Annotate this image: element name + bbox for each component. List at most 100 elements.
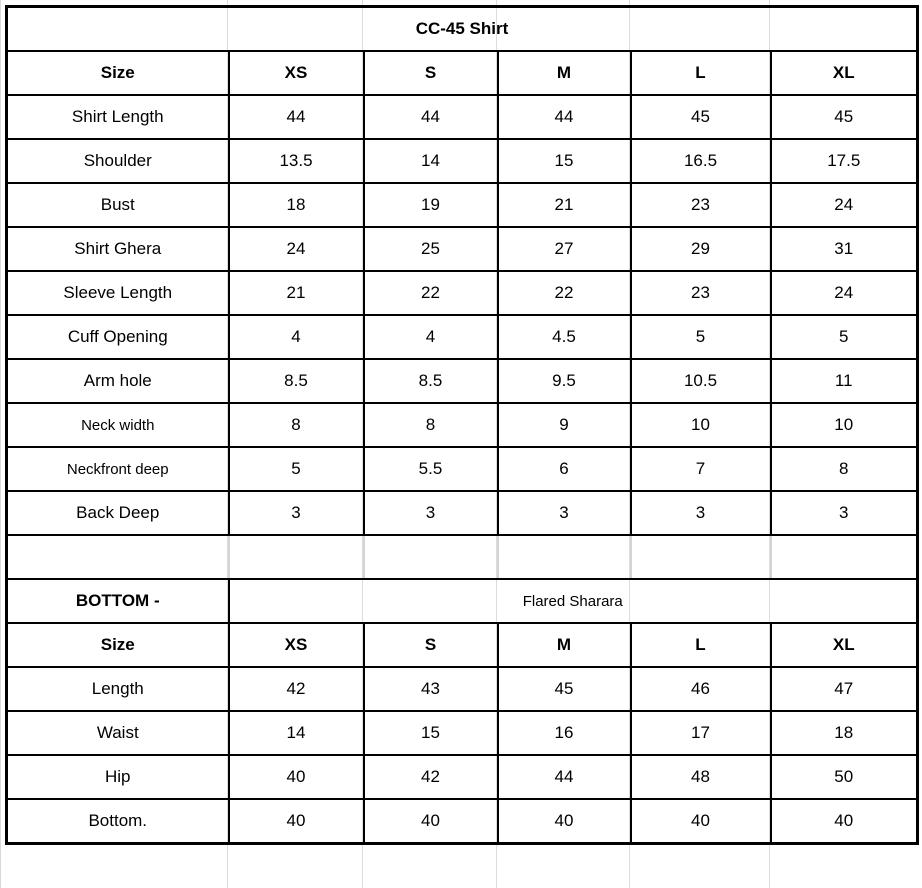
- measurement-value: 21: [227, 270, 365, 316]
- table-row: Sleeve Length 21 22 22 23 24: [5, 270, 919, 316]
- measurement-value: 10: [769, 402, 919, 448]
- measurement-value: 19: [362, 182, 499, 228]
- measurement-value: 9.5: [496, 358, 632, 404]
- measurement-value: 18: [769, 710, 919, 756]
- measurement-value: 44: [496, 754, 632, 800]
- measurement-label: Shirt Length: [5, 94, 230, 140]
- measurement-value: 24: [769, 182, 919, 228]
- bottom-title: BOTTOM -: [5, 578, 230, 624]
- table-row: Waist 14 15 16 17 18: [5, 710, 919, 756]
- measurement-value: 4: [362, 314, 499, 360]
- shirt-title-row: CC-45 Shirt: [5, 5, 919, 52]
- size-column-header: XS: [227, 50, 365, 96]
- measurement-value: 27: [496, 226, 632, 272]
- table-row: Back Deep 3 3 3 3 3: [5, 490, 919, 536]
- size-column-header: S: [362, 622, 499, 668]
- measurement-value: 5.5: [362, 446, 499, 492]
- table-row: Shirt Length 44 44 44 45 45: [5, 94, 919, 140]
- measurement-label: Hip: [5, 754, 230, 800]
- table-row: Neck width 8 8 9 10 10: [5, 402, 919, 448]
- table-row: Bottom. 40 40 40 40 40: [5, 798, 919, 845]
- empty-cell: [496, 534, 632, 580]
- measurement-value: 8.5: [227, 358, 365, 404]
- measurement-label: Bottom.: [5, 798, 230, 845]
- table-row: Cuff Opening 4 4 4.5 5 5: [5, 314, 919, 360]
- measurement-value: 14: [227, 710, 365, 756]
- measurement-value: 15: [496, 138, 632, 184]
- measurement-value: 5: [769, 314, 919, 360]
- measurement-value: 10: [629, 402, 772, 448]
- empty-row: [5, 534, 919, 580]
- measurement-value: 23: [629, 270, 772, 316]
- table-row: Length 42 43 45 46 47: [5, 666, 919, 712]
- table-row: Neckfront deep 5 5.5 6 7 8: [5, 446, 919, 492]
- measurement-label: Cuff Opening: [5, 314, 230, 360]
- measurement-value: 47: [769, 666, 919, 712]
- measurement-value: 40: [629, 798, 772, 845]
- measurement-value: 5: [629, 314, 772, 360]
- measurement-label: Sleeve Length: [5, 270, 230, 316]
- measurement-value: 50: [769, 754, 919, 800]
- measurement-value: 3: [227, 490, 365, 536]
- measurement-label: Bust: [5, 182, 230, 228]
- measurement-value: 7: [629, 446, 772, 492]
- measurement-value: 45: [769, 94, 919, 140]
- measurement-value: 40: [227, 754, 365, 800]
- table-row: Shirt Ghera 24 25 27 29 31: [5, 226, 919, 272]
- bottom-title-row: BOTTOM - Flared Sharara: [5, 578, 919, 624]
- size-column-header: XL: [769, 50, 919, 96]
- measurement-value: 29: [629, 226, 772, 272]
- size-column-header: XL: [769, 622, 919, 668]
- size-chart-table: CC-45 Shirt Size XS S M L XL Shirt Length 44 44 4…: [5, 5, 919, 845]
- measurement-value: 40: [227, 798, 365, 845]
- table-row: Bust 18 19 21 23 24: [5, 182, 919, 228]
- measurement-value: 16: [496, 710, 632, 756]
- measurement-value: 13.5: [227, 138, 365, 184]
- measurement-value: 24: [227, 226, 365, 272]
- measurement-value: 8: [227, 402, 365, 448]
- measurement-value: 3: [769, 490, 919, 536]
- measurement-label: Shirt Ghera: [5, 226, 230, 272]
- measurement-label: Length: [5, 666, 230, 712]
- measurement-value: 22: [362, 270, 499, 316]
- size-column-header: S: [362, 50, 499, 96]
- measurement-value: 45: [496, 666, 632, 712]
- empty-cell: [227, 534, 365, 580]
- shirt-header-row: Size XS S M L XL: [5, 50, 919, 96]
- measurement-value: 18: [227, 182, 365, 228]
- measurement-value: 6: [496, 446, 632, 492]
- measurement-label: Shoulder: [5, 138, 230, 184]
- measurement-value: 43: [362, 666, 499, 712]
- measurement-value: 3: [629, 490, 772, 536]
- measurement-value: 45: [629, 94, 772, 140]
- measurement-value: 40: [496, 798, 632, 845]
- size-column-header: M: [496, 50, 632, 96]
- measurement-value: 46: [629, 666, 772, 712]
- measurement-label: Neck width: [5, 402, 230, 448]
- size-column-header: M: [496, 622, 632, 668]
- size-header: Size: [5, 622, 230, 668]
- measurement-value: 11: [769, 358, 919, 404]
- measurement-value: 3: [362, 490, 499, 536]
- measurement-value: 8.5: [362, 358, 499, 404]
- empty-cell: [5, 534, 230, 580]
- measurement-label: Back Deep: [5, 490, 230, 536]
- size-column-header: L: [629, 622, 772, 668]
- measurement-value: 16.5: [629, 138, 772, 184]
- measurement-value: 8: [362, 402, 499, 448]
- empty-cell: [629, 534, 772, 580]
- table-row: Arm hole 8.5 8.5 9.5 10.5 11: [5, 358, 919, 404]
- measurement-value: 42: [362, 754, 499, 800]
- measurement-value: 21: [496, 182, 632, 228]
- measurement-value: 5: [227, 446, 365, 492]
- bottom-header-row: Size XS S M L XL: [5, 622, 919, 668]
- empty-cell: [769, 534, 919, 580]
- measurement-value: 14: [362, 138, 499, 184]
- table-row: Hip 40 42 44 48 50: [5, 754, 919, 800]
- bottom-style: Flared Sharara: [227, 578, 919, 624]
- measurement-value: 24: [769, 270, 919, 316]
- measurement-label: Arm hole: [5, 358, 230, 404]
- measurement-label: Waist: [5, 710, 230, 756]
- measurement-value: 15: [362, 710, 499, 756]
- measurement-value: 8: [769, 446, 919, 492]
